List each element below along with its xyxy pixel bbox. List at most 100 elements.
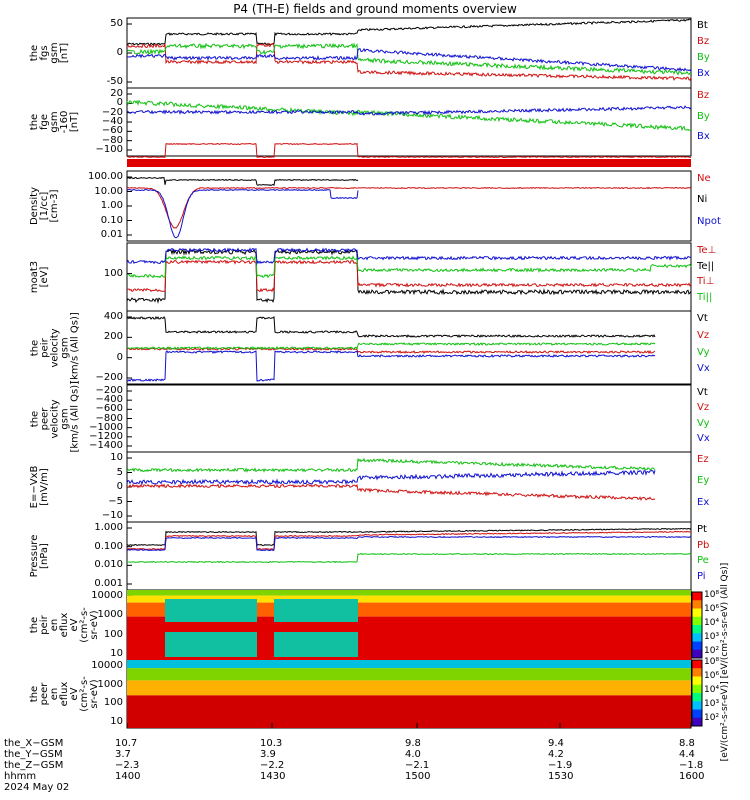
legend-ne-label: Ne	[697, 173, 711, 184]
x-axis-row-label: the_Y−GSM	[4, 749, 63, 760]
ylabel-line: [cm-3]	[49, 189, 60, 223]
x-axis-row-label: the_X−GSM	[4, 738, 64, 749]
trace-tiperp	[126, 247, 692, 266]
spectrogram-band	[127, 695, 691, 728]
y-tick-label: −80	[101, 134, 123, 146]
panel-frame	[126, 170, 692, 242]
colorbar-segment	[692, 625, 702, 634]
trace-by	[126, 42, 692, 76]
legend-te-label: Te||	[697, 260, 715, 272]
trace-bz	[126, 42, 692, 81]
y-tick-label: 0.010	[94, 559, 123, 571]
legend-vt-label: Vt	[697, 313, 708, 324]
y-tick-label: 1.00	[100, 200, 123, 211]
legend-vy-label: Vy	[697, 417, 710, 429]
panel-4-traces	[126, 247, 692, 304]
x-axis-value: −1.9	[548, 760, 573, 771]
y-tick-label: −5	[108, 495, 123, 507]
trace-vz	[126, 347, 656, 355]
colorbar-segment	[692, 616, 702, 626]
y-tick-label: 10.00	[94, 185, 123, 197]
trace-vy	[126, 342, 656, 351]
colorbar-segment	[692, 684, 702, 694]
trace-bz2	[126, 142, 692, 159]
spectrogram-band	[165, 622, 257, 632]
colorbar-label: [eV/(cm²-s-sr-eV)] [eV/(cm²-s-sr-eV) (Al…	[720, 562, 730, 762]
data-quality-band	[127, 159, 691, 167]
spectrogram-band	[127, 602, 691, 617]
y-tick-label: 0	[116, 47, 123, 58]
trace-npot	[126, 188, 359, 239]
legend-vx-label: Vx	[697, 363, 710, 375]
trace-pe	[127, 552, 692, 564]
ylabel-line: [nT]	[59, 42, 70, 64]
colorbar-frame	[691, 659, 703, 727]
y-tick-label: 10	[110, 452, 123, 463]
legend-ex-label: Ex	[697, 496, 710, 508]
colorbar-segment	[692, 676, 702, 686]
colorbar-tick-label: 10⁸	[704, 590, 720, 600]
y-tick-label: 10	[110, 716, 123, 727]
x-axis-value: −2.3	[115, 760, 140, 771]
spectrogram-band	[274, 622, 358, 632]
y-tick-label: 100	[103, 628, 123, 640]
colorbar-segment	[692, 693, 702, 702]
colorbar-tick-label: 10²	[704, 646, 720, 656]
colorbar-tick-label: 10⁶	[704, 671, 720, 681]
y-tick-label: 5	[116, 466, 123, 478]
y-tick-label: −1400	[89, 440, 123, 451]
y-tick-label: 10000	[91, 590, 123, 601]
panel-ylabel: Pressure [nPa]	[29, 522, 60, 590]
colorbar-tick-label: 10⁶	[704, 604, 720, 614]
y-tick-label: −40	[101, 116, 123, 127]
panel-ylabel: E=−VxB [mV/m]	[29, 452, 60, 522]
ylabel-line: [km/s (All Qs)]	[69, 380, 80, 452]
trace-ey	[126, 457, 656, 473]
trace-ne	[126, 186, 692, 229]
trace-bx	[126, 47, 692, 72]
spectrogram-band	[127, 595, 691, 603]
legend-vz-label: Vz	[697, 402, 710, 414]
panel-1-traces	[126, 18, 692, 81]
legend-ti-label: Ti||	[697, 291, 713, 303]
y-tick-label: -50	[106, 76, 123, 87]
ylabel-line: velocity	[49, 327, 60, 368]
ylabel-line: [mV/m]	[39, 468, 50, 506]
trace-ex	[126, 469, 656, 486]
panel-5	[126, 310, 692, 385]
panel-2-traces	[126, 99, 692, 159]
x-axis-value: −1.8	[679, 760, 704, 771]
y-tick-label: 0	[116, 481, 123, 492]
x-axis-value: 4.4	[679, 749, 695, 760]
trace-vx	[126, 350, 656, 382]
colorbar-segment	[692, 592, 702, 601]
legend-pe-label: Pe	[697, 555, 709, 566]
panel-ylabel: Density [1/cc] [cm-3]	[29, 171, 60, 241]
y-tick-label: −200	[95, 372, 123, 383]
y-tick-label: 100	[103, 267, 123, 279]
panel-frame	[126, 384, 692, 453]
colorbar-segment	[692, 709, 702, 719]
colorbar-tick-label: 10⁸	[704, 657, 720, 667]
ylabel-line: peer	[39, 407, 50, 430]
legend-pi-label: Pi	[697, 570, 706, 582]
y-tick-label: 10000	[91, 660, 123, 671]
chart-title: P4 (TH-E) fields and ground moments over…	[233, 2, 517, 16]
y-tick-label: −100	[95, 144, 123, 155]
colorbar-segment	[692, 717, 702, 727]
panel-ylabel: moat3 [eV]	[29, 243, 60, 311]
colorbar-tick-label: 10³	[704, 632, 720, 642]
y-tick-label: 20	[110, 88, 123, 99]
y-tick-label: −600	[95, 403, 123, 415]
panel-3	[126, 170, 692, 242]
panel-ylabel: the peir velocity gsm [km/s (All Qs)]	[29, 311, 80, 384]
y-tick-label: −10	[101, 510, 123, 521]
panel-ylabel: the fge gsm -160 [nT]	[29, 88, 80, 156]
y-tick-label: −1200	[89, 430, 123, 442]
legend-vt-label: Vt	[697, 387, 708, 398]
y-tick-label: 0	[116, 97, 123, 109]
trace-pt	[126, 527, 692, 547]
legend-te-label: Te⊥	[697, 245, 717, 256]
y-tick-label: 0.100	[94, 540, 123, 552]
